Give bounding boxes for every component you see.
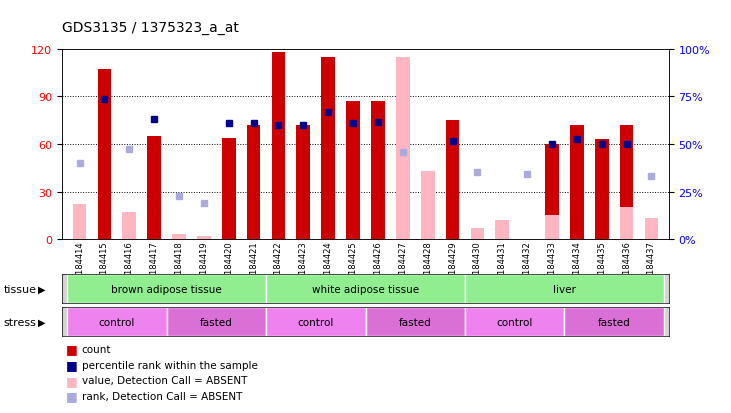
Bar (421, 171, 434, 240)
Bar (620, 208, 634, 240)
Text: control: control (496, 317, 533, 327)
Bar (148, 137, 161, 240)
Bar (67, 308, 167, 337)
Bar (465, 308, 564, 337)
Text: brown adipose tissue: brown adipose tissue (111, 284, 222, 294)
Bar (297, 126, 310, 240)
Text: ▶: ▶ (38, 284, 45, 294)
Text: fasted: fasted (598, 317, 631, 327)
Bar (620, 126, 634, 240)
Text: fasted: fasted (200, 317, 232, 327)
Bar (222, 138, 235, 240)
Text: ■: ■ (66, 358, 77, 371)
Bar (371, 102, 385, 240)
Bar (564, 308, 664, 337)
Text: control: control (298, 317, 334, 327)
Bar (167, 308, 266, 337)
Bar (97, 70, 111, 240)
Bar (471, 228, 484, 240)
Bar (247, 126, 260, 240)
Bar (346, 102, 360, 240)
Bar (197, 236, 211, 240)
Bar (465, 275, 664, 304)
Bar (67, 275, 266, 304)
Text: GDS3135 / 1375323_a_at: GDS3135 / 1375323_a_at (62, 21, 239, 35)
Text: rank, Detection Call = ABSENT: rank, Detection Call = ABSENT (82, 391, 242, 401)
Text: percentile rank within the sample: percentile rank within the sample (82, 360, 258, 370)
Text: control: control (99, 317, 135, 327)
Text: liver: liver (553, 284, 576, 294)
Bar (595, 140, 609, 240)
Text: stress: stress (4, 317, 37, 327)
Bar (545, 216, 558, 240)
Bar (266, 308, 366, 337)
Text: fasted: fasted (399, 317, 431, 327)
Text: value, Detection Call = ABSENT: value, Detection Call = ABSENT (82, 375, 247, 385)
Text: ▶: ▶ (38, 317, 45, 327)
Text: ■: ■ (66, 374, 77, 387)
Text: ■: ■ (66, 342, 77, 356)
Bar (322, 57, 335, 240)
Bar (570, 126, 583, 240)
Bar (366, 308, 465, 337)
Text: ■: ■ (66, 389, 77, 403)
Bar (545, 145, 558, 240)
Bar (446, 121, 459, 240)
Bar (645, 219, 659, 240)
Bar (72, 205, 86, 240)
Text: count: count (82, 344, 111, 354)
Bar (122, 213, 136, 240)
Bar (173, 235, 186, 240)
Bar (496, 221, 509, 240)
Bar (396, 57, 409, 240)
Bar (272, 53, 285, 240)
Text: tissue: tissue (4, 284, 37, 294)
Text: white adipose tissue: white adipose tissue (312, 284, 419, 294)
Bar (266, 275, 465, 304)
